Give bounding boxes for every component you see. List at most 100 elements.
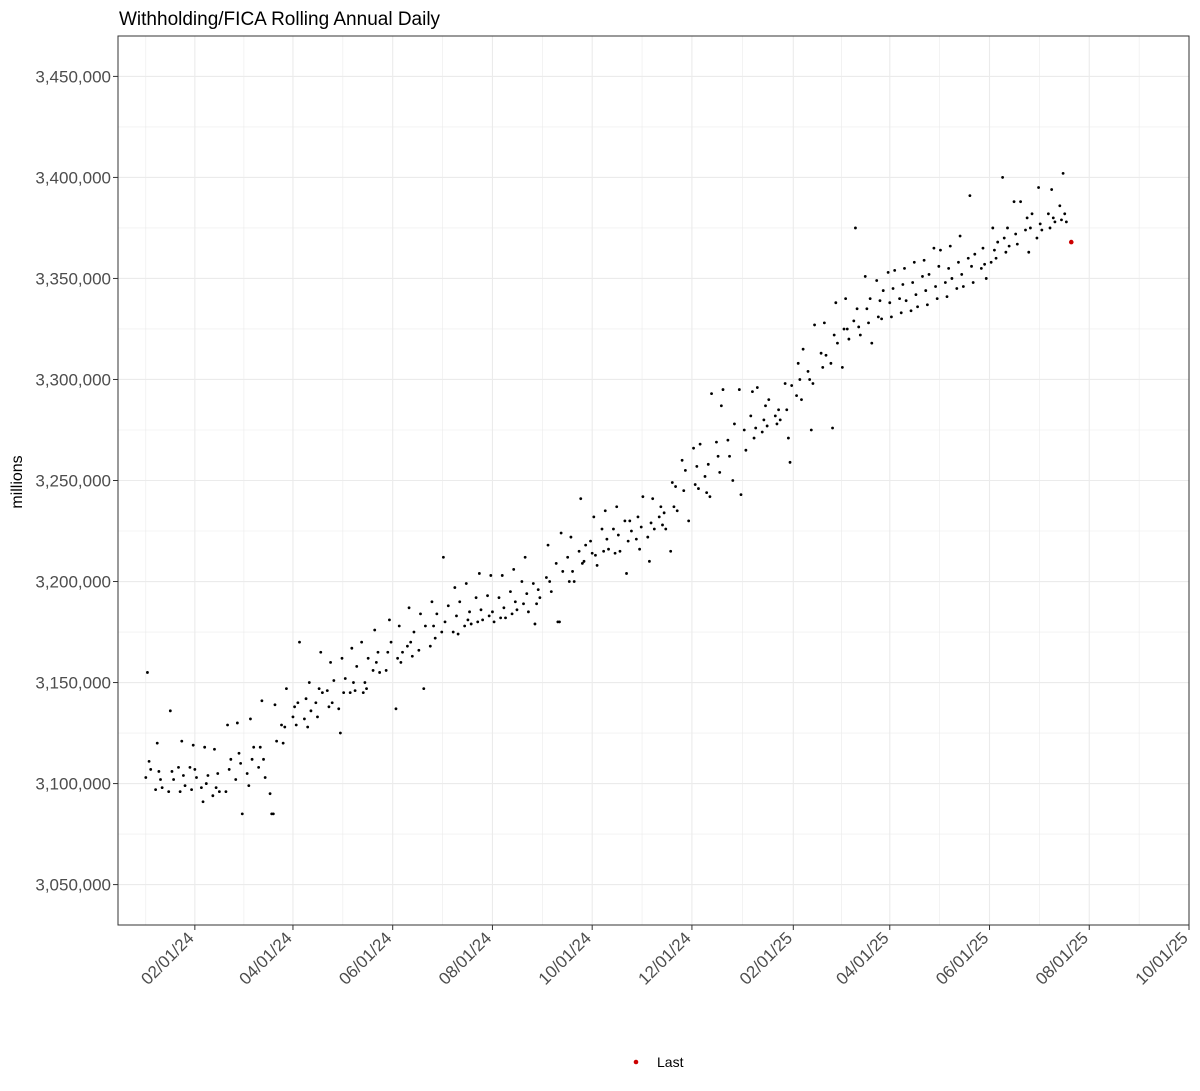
- data-point: [737, 388, 741, 391]
- y-axis: 3,050,000 3,100,000 3,150,000 3,200,000 3,25…: [35, 67, 118, 895]
- data-point: [912, 260, 916, 264]
- data-point: [262, 757, 265, 761]
- data-point: [464, 582, 468, 585]
- data-point: [592, 515, 596, 519]
- data-point: [424, 624, 427, 628]
- data-point: [1024, 228, 1027, 232]
- data-point: [664, 527, 668, 531]
- data-point: [840, 365, 844, 369]
- data-point: [1064, 220, 1068, 224]
- data-point: [808, 378, 812, 381]
- data-point: [697, 487, 700, 490]
- legend-label-last: Last: [657, 1054, 684, 1070]
- data-point: [1030, 212, 1034, 216]
- data-point: [1061, 171, 1065, 175]
- data-point: [778, 418, 782, 422]
- legend: Last: [633, 1054, 684, 1070]
- data-point: [340, 656, 344, 660]
- data-point: [579, 497, 583, 501]
- data-point: [327, 705, 331, 709]
- data-point: [204, 782, 208, 785]
- data-point: [453, 586, 457, 589]
- data-point: [806, 369, 810, 373]
- data-point: [273, 703, 277, 707]
- data-point: [831, 426, 834, 430]
- data-point: [594, 553, 597, 557]
- data-point: [1063, 212, 1067, 216]
- data-point: [868, 297, 872, 301]
- data-point: [754, 426, 758, 430]
- data-point: [630, 529, 633, 533]
- data-point: [307, 681, 311, 684]
- data-point: [652, 527, 656, 531]
- data-point: [773, 414, 777, 418]
- data-point: [937, 264, 941, 268]
- data-point: [1040, 228, 1044, 232]
- data-point: [925, 303, 929, 307]
- data-point: [227, 768, 231, 771]
- data-point: [1025, 216, 1029, 220]
- data-point: [455, 614, 458, 618]
- data-point: [433, 636, 437, 640]
- data-point: [788, 460, 792, 464]
- data-point: [605, 537, 609, 541]
- data-point: [523, 555, 527, 559]
- data-point: [1012, 200, 1016, 204]
- data-point: [971, 281, 975, 284]
- data-point: [893, 268, 897, 272]
- data-point: [1027, 250, 1031, 254]
- data-point: [1014, 232, 1018, 236]
- data-point: [509, 590, 512, 594]
- data-point: [968, 194, 972, 198]
- data-point: [783, 382, 787, 385]
- data-point: [1007, 244, 1011, 248]
- data-point: [623, 519, 627, 523]
- data-point: [1050, 188, 1054, 191]
- data-point: [355, 664, 359, 668]
- data-point: [641, 495, 645, 499]
- data-point: [487, 614, 491, 618]
- data-point: [545, 576, 548, 579]
- data-point: [1048, 226, 1052, 230]
- data-point: [371, 669, 375, 672]
- data-point: [751, 390, 754, 393]
- data-point: [229, 757, 233, 761]
- data-point: [325, 689, 329, 693]
- data-point: [842, 327, 846, 331]
- data-point: [304, 697, 308, 701]
- data-point: [515, 608, 519, 612]
- data-point: [852, 319, 856, 323]
- data-point: [510, 612, 514, 616]
- data-point: [430, 600, 434, 604]
- data-point: [657, 515, 661, 519]
- data-point: [567, 580, 571, 583]
- y-tick-label: 3,350,000: [35, 269, 111, 288]
- data-point: [342, 691, 346, 695]
- data-point: [1004, 250, 1008, 254]
- data-point: [538, 596, 542, 600]
- data-point: [600, 527, 604, 531]
- data-point: [365, 687, 368, 691]
- legend-key-last: [633, 1059, 639, 1065]
- data-point: [419, 612, 422, 616]
- data-point: [888, 301, 892, 305]
- data-point: [752, 436, 756, 440]
- data-point: [558, 620, 561, 624]
- data-point: [280, 723, 283, 727]
- data-point: [672, 505, 676, 509]
- data-point: [549, 590, 553, 594]
- chart-title: Withholding/FICA Rolling Annual Daily: [119, 9, 441, 30]
- data-point: [674, 485, 677, 488]
- data-point: [291, 715, 295, 719]
- data-point: [211, 794, 215, 798]
- data-point: [901, 283, 905, 286]
- data-point: [996, 240, 1000, 244]
- data-point: [535, 602, 538, 606]
- data-point: [821, 365, 825, 369]
- data-point: [317, 687, 321, 691]
- data-point: [834, 301, 838, 305]
- data-point: [911, 281, 915, 284]
- data-point: [468, 610, 471, 614]
- data-point: [306, 725, 310, 729]
- data-point: [456, 632, 460, 636]
